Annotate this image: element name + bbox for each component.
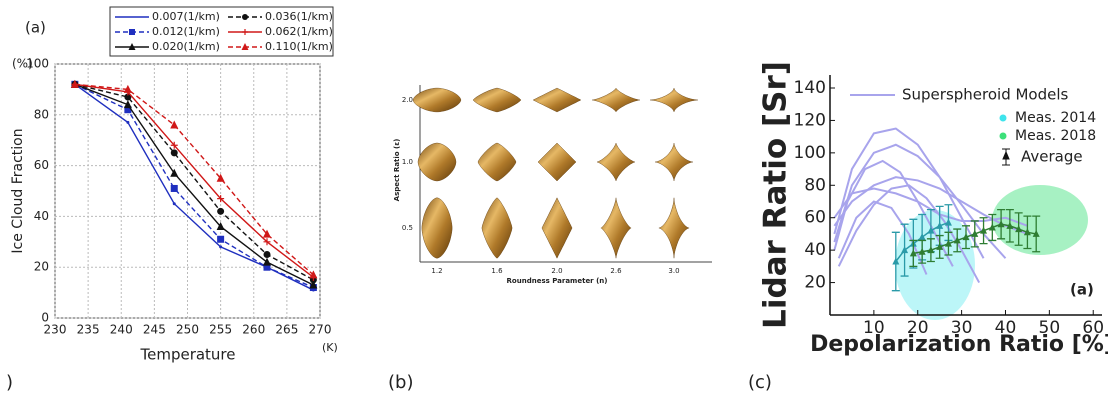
x-tick-label: 30 bbox=[951, 318, 973, 338]
marker bbox=[242, 14, 248, 20]
y-tick-label: 1.0 bbox=[402, 158, 413, 166]
x-tick-label: 2.6 bbox=[610, 267, 622, 275]
y-tick-label: 80 bbox=[804, 175, 826, 195]
y-tick-label: 40 bbox=[804, 240, 826, 260]
series-line bbox=[75, 84, 314, 277]
series-line bbox=[75, 84, 314, 285]
marker bbox=[126, 121, 129, 124]
legend-label: Meas. 2018 bbox=[1015, 128, 1096, 144]
legend-errorbar bbox=[1002, 149, 1010, 165]
legend-label: 0.110(1/km) bbox=[265, 40, 333, 53]
series-line bbox=[75, 84, 314, 287]
x-tick-label: 2.0 bbox=[551, 267, 562, 275]
marker bbox=[219, 245, 222, 248]
marker bbox=[263, 258, 271, 266]
y-tick-label: 60 bbox=[804, 208, 826, 228]
legend-dot bbox=[1000, 133, 1007, 140]
y-tick-label: 100 bbox=[26, 57, 49, 71]
legend-label: 0.007(1/km) bbox=[152, 10, 220, 23]
marker bbox=[171, 185, 178, 192]
legend-label: 0.062(1/km) bbox=[265, 25, 333, 38]
y-tick-label: 20 bbox=[804, 273, 826, 293]
marker bbox=[171, 149, 178, 156]
x-tick-label: 260 bbox=[242, 323, 265, 337]
caption: ) bbox=[6, 372, 13, 393]
particle-shape bbox=[418, 143, 456, 181]
x-tick-label: 40 bbox=[995, 318, 1017, 338]
caption: (c) bbox=[748, 372, 772, 393]
y-tick-label: 2.0 bbox=[402, 96, 413, 104]
panel-label: (a) bbox=[1070, 281, 1094, 299]
series-line bbox=[75, 84, 314, 275]
x-tick-label: 20 bbox=[907, 318, 929, 338]
particle-shape bbox=[650, 88, 698, 112]
x-tick-label: 240 bbox=[110, 323, 133, 337]
x-tick-label: 245 bbox=[143, 323, 166, 337]
marker bbox=[217, 208, 224, 215]
x-tick-label: 1.6 bbox=[491, 267, 503, 275]
plot-area bbox=[55, 64, 320, 318]
y-tick-label: 80 bbox=[34, 107, 49, 121]
y-tick-label: 40 bbox=[34, 209, 49, 223]
y-tick-label: 120 bbox=[794, 110, 826, 130]
particle-shape bbox=[542, 198, 572, 258]
figure: (a) (%) Ice Cloud Fraction Temperature (… bbox=[0, 0, 1108, 401]
legend-label: Meas. 2014 bbox=[1015, 110, 1096, 126]
x-tick-label: 50 bbox=[1039, 318, 1061, 338]
caption: (b) bbox=[388, 372, 413, 393]
particle-shape bbox=[597, 143, 635, 181]
panel-label: (a) bbox=[25, 19, 46, 37]
x-tick-label: 60 bbox=[1082, 318, 1104, 338]
y-tick-label: 0 bbox=[41, 311, 49, 325]
legend-label: Superspheroid Models bbox=[902, 86, 1069, 104]
legend-label: Average bbox=[1021, 148, 1083, 166]
particle-shape bbox=[533, 88, 581, 112]
x-tick-label: 235 bbox=[77, 323, 100, 337]
particle-shape bbox=[592, 88, 640, 112]
marker bbox=[173, 202, 176, 205]
legend-label: 0.036(1/km) bbox=[265, 10, 333, 23]
x-axis-title: Roundness Parameter (n) bbox=[507, 277, 608, 285]
y-tick-label: 100 bbox=[794, 143, 826, 163]
x-tick-label: 1.2 bbox=[431, 267, 442, 275]
particle-shape bbox=[659, 198, 689, 258]
particle-shape bbox=[538, 143, 576, 181]
y-axis-title: Ice Cloud Fraction bbox=[10, 128, 26, 253]
meas-2014-cloud bbox=[895, 210, 975, 320]
particle-shape bbox=[473, 88, 521, 112]
legend-label: 0.020(1/km) bbox=[152, 40, 220, 53]
x-tick-label: 270 bbox=[309, 323, 332, 337]
x-tick-label: 3.0 bbox=[668, 267, 679, 275]
legend-dot bbox=[1000, 115, 1007, 122]
particle-shape bbox=[478, 143, 516, 181]
particle-shape bbox=[482, 198, 512, 258]
y-tick-label: 0.5 bbox=[402, 224, 413, 232]
particle-shape bbox=[655, 143, 693, 181]
y-axis-title: Aspect Ratio (ε) bbox=[393, 139, 401, 202]
marker bbox=[217, 236, 224, 243]
x-tick-label: 255 bbox=[209, 323, 232, 337]
marker bbox=[129, 29, 135, 35]
y-axis-title: Lidar Ratio [Sr] bbox=[758, 61, 794, 329]
x-axis-title: Temperature bbox=[139, 346, 235, 364]
marker bbox=[170, 120, 178, 128]
particle-shape bbox=[422, 198, 452, 258]
series-line bbox=[75, 84, 314, 290]
x-tick-label: 230 bbox=[44, 323, 67, 337]
x-unit: (K) bbox=[322, 341, 338, 354]
x-tick-label: 10 bbox=[863, 318, 885, 338]
y-tick-label: 140 bbox=[794, 78, 826, 98]
marker bbox=[264, 251, 271, 258]
meas-2018-cloud bbox=[992, 185, 1088, 255]
y-tick-label: 60 bbox=[34, 158, 49, 172]
x-tick-label: 250 bbox=[176, 323, 199, 337]
legend-label: 0.012(1/km) bbox=[152, 25, 220, 38]
y-tick-label: 20 bbox=[34, 260, 49, 274]
particle-shape bbox=[601, 198, 631, 258]
x-tick-label: 265 bbox=[275, 323, 298, 337]
